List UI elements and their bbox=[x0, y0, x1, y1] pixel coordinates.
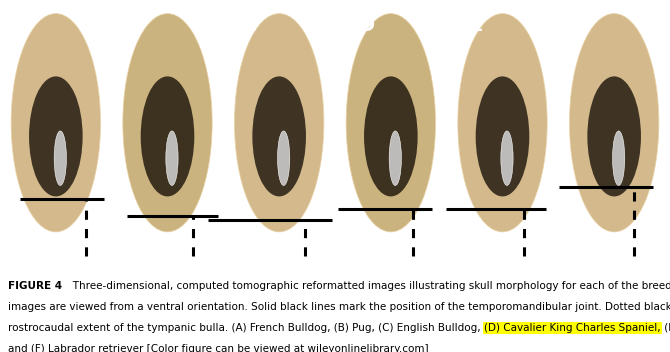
Text: FIGURE 4: FIGURE 4 bbox=[8, 281, 62, 291]
Text: 2 cm: 2 cm bbox=[245, 254, 271, 264]
Text: and (F) Labrador retriever [Color figure can be viewed at wileyonlinelibrary.com: and (F) Labrador retriever [Color figure… bbox=[8, 344, 429, 352]
Ellipse shape bbox=[570, 14, 659, 232]
Text: (E) Jack Russell Terrier,: (E) Jack Russell Terrier, bbox=[661, 323, 670, 333]
Ellipse shape bbox=[346, 14, 436, 232]
Text: E: E bbox=[469, 16, 482, 35]
Text: D: D bbox=[358, 16, 375, 35]
Text: images are viewed from a ventral orientation. Solid black lines mark the positio: images are viewed from a ventral orienta… bbox=[8, 302, 670, 312]
Ellipse shape bbox=[501, 131, 513, 186]
Ellipse shape bbox=[476, 76, 529, 196]
Ellipse shape bbox=[458, 14, 547, 232]
Text: B: B bbox=[129, 16, 143, 35]
Ellipse shape bbox=[588, 76, 641, 196]
Ellipse shape bbox=[277, 131, 289, 186]
Ellipse shape bbox=[234, 14, 324, 232]
Ellipse shape bbox=[29, 76, 82, 196]
Ellipse shape bbox=[141, 76, 194, 196]
Ellipse shape bbox=[389, 131, 401, 186]
Ellipse shape bbox=[612, 131, 624, 186]
Ellipse shape bbox=[253, 76, 306, 196]
Text: F: F bbox=[578, 16, 591, 35]
Ellipse shape bbox=[166, 131, 178, 186]
Ellipse shape bbox=[54, 131, 66, 186]
Text: A: A bbox=[15, 16, 30, 35]
Ellipse shape bbox=[11, 14, 100, 232]
Text: Three-dimensional, computed tomographic reformatted images illustrating skull mo: Three-dimensional, computed tomographic … bbox=[63, 281, 670, 291]
Ellipse shape bbox=[123, 14, 212, 232]
Text: C: C bbox=[243, 16, 257, 35]
Text: (D) Cavalier King Charles Spaniel,: (D) Cavalier King Charles Spaniel, bbox=[484, 323, 661, 333]
Ellipse shape bbox=[364, 76, 417, 196]
Text: rostrocaudal extent of the tympanic bulla. (A) French Bulldog, (B) Pug, (C) Engl: rostrocaudal extent of the tympanic bull… bbox=[8, 323, 484, 333]
